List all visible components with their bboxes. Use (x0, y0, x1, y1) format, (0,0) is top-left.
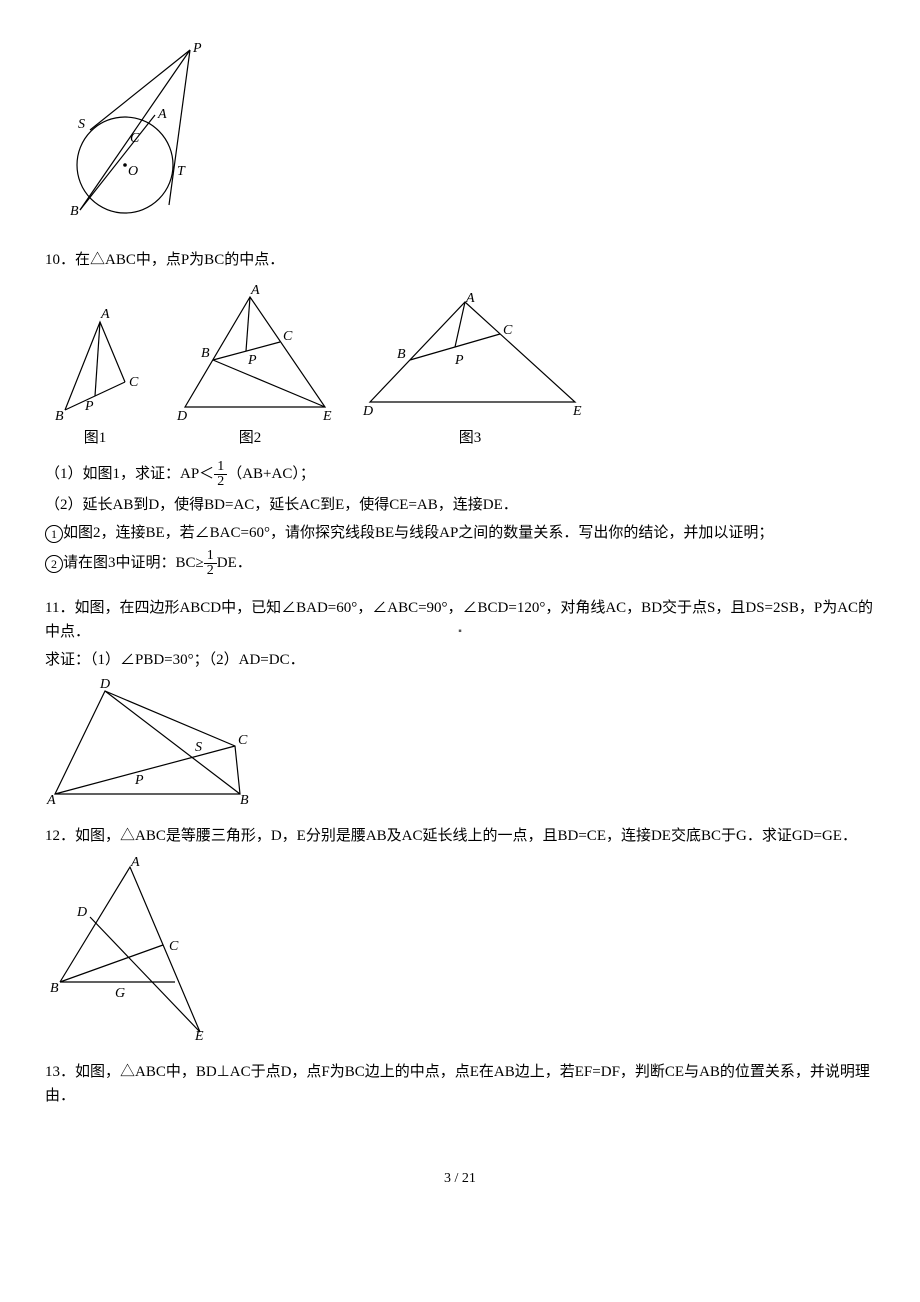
svg-text:A: A (465, 292, 475, 306)
fig-block-3: A B C P D E 图3 (355, 292, 585, 450)
svg-text:C: C (238, 733, 248, 748)
svg-text:E: E (322, 409, 332, 422)
svg-text:B: B (55, 409, 64, 422)
fig-block-1: A B C P 图1 (45, 302, 145, 450)
svg-text:D: D (362, 404, 373, 419)
svg-text:B: B (201, 346, 210, 361)
svg-p9: P S A C O T B (45, 40, 205, 230)
svg-text:C: C (503, 323, 513, 338)
svg-text:P: P (84, 399, 94, 414)
svg-text:A: A (130, 855, 140, 870)
label-B-p9: B (70, 204, 79, 219)
fig-block-2: A B C P D E 图2 (165, 282, 335, 450)
label-T-p9: T (177, 164, 186, 179)
svg-text:C: C (169, 939, 179, 954)
svg-text:A: A (46, 793, 56, 806)
svg-text:C: C (283, 329, 293, 344)
fraction-half-1: 12 (214, 460, 227, 489)
svg-text:B: B (397, 347, 406, 362)
p11-line2: 求证：（1）∠PBD=30°；（2）AD=DC． (45, 648, 875, 672)
svg-p12: A B C D E G (45, 852, 215, 1042)
svg-text:D: D (76, 905, 87, 920)
label-A-p9: A (157, 107, 167, 122)
page-dot-marker: ▪ (458, 624, 462, 640)
svg-text:A: A (250, 283, 260, 298)
svg-text:B: B (50, 981, 59, 996)
figure-row-p10: A B C P 图1 A B C P D E 图2 (45, 282, 875, 450)
fraction-half-2: 12 (204, 549, 217, 578)
svg-text:P: P (454, 353, 464, 368)
p10-q2-1: 1如图2，连接BE，若∠BAC=60°，请你探究线段BE与线段AP之间的数量关系… (45, 521, 875, 545)
label-O-p9: O (128, 164, 138, 179)
svg-text:C: C (129, 375, 139, 390)
caption-fig3: 图3 (459, 426, 482, 450)
svg-text:D: D (99, 677, 110, 692)
svg-text:P: P (247, 353, 257, 368)
svg-text:A: A (100, 307, 110, 322)
label-S-p9: S (78, 117, 85, 132)
p10-q2-2: 2请在图3中证明：BC≥12DE． (45, 549, 875, 578)
svg-text:G: G (115, 986, 125, 1001)
p10-intro: 10．在△ABC中，点P为BC的中点． (45, 248, 875, 272)
label-C-p9: C (130, 131, 140, 146)
svg-text:E: E (194, 1029, 204, 1042)
problem-13: 13．如图，△ABC中，BD⊥AC于点D，点F为BC边上的中点，点E在AB边上，… (45, 1060, 875, 1108)
problem-10: 10．在△ABC中，点P为BC的中点． A B C P 图1 A (45, 248, 875, 578)
figure-p9: P S A C O T B (45, 40, 875, 230)
p13-text: 13．如图，△ABC中，BD⊥AC于点D，点F为BC边上的中点，点E在AB边上，… (45, 1060, 875, 1108)
svg-text:B: B (240, 793, 249, 806)
svg-text:D: D (176, 409, 187, 422)
label-P-p9: P (192, 41, 202, 56)
svg-text:S: S (195, 740, 202, 755)
svg-p11: A B C D P S (45, 676, 255, 806)
problem-11: 11．如图，在四边形ABCD中，已知∠BAD=60°，∠ABC=90°，∠BCD… (45, 596, 875, 806)
page-number: 3 / 21 (45, 1168, 875, 1190)
svg-text:P: P (134, 773, 144, 788)
problem-12: 12．如图，△ABC是等腰三角形，D，E分别是腰AB及AC延长线上的一点，且BD… (45, 824, 875, 1042)
p12-line1: 12．如图，△ABC是等腰三角形，D，E分别是腰AB及AC延长线上的一点，且BD… (45, 824, 875, 848)
svg-text:E: E (572, 404, 582, 419)
p10-q2-intro: （2）延长AB到D，使得BD=AC，延长AC到E，使得CE=AB，连接DE． (45, 493, 875, 517)
caption-fig1: 图1 (84, 426, 107, 450)
caption-fig2: 图2 (239, 426, 262, 450)
p10-q1: （1）如图1，求证：AP＜12（AB+AC）； (45, 460, 875, 489)
